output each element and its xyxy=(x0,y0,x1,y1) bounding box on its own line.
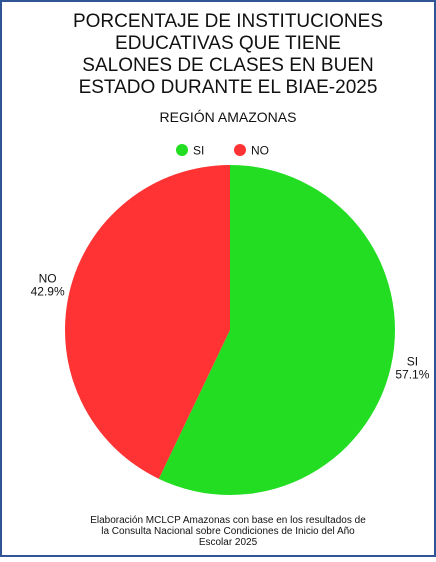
chart-title: PORCENTAJE DE INSTITUCIONES xyxy=(73,11,383,32)
slice-label: NO xyxy=(39,272,57,286)
chart-note: Elaboración MCLCP Amazonas con base en l… xyxy=(90,515,366,526)
chart-note: la Consulta Nacional sobre Condiciones d… xyxy=(101,526,355,537)
chart-title: EDUCATIVAS QUE TIENE xyxy=(115,33,341,54)
slice-value: 42.9% xyxy=(31,285,65,299)
pie-slice xyxy=(158,165,395,495)
slice-label: SI xyxy=(407,354,418,368)
chart-subtitle: REGIÓN AMAZONAS xyxy=(160,109,297,125)
chart-note: Escolar 2025 xyxy=(199,537,258,548)
legend-swatch xyxy=(176,144,188,156)
chart-title: SALONES DE CLASES EN BUEN xyxy=(82,55,373,76)
slice-value: 57.1% xyxy=(395,367,429,381)
chart-title: ESTADO DURANTE EL BIAE-2025 xyxy=(79,77,378,98)
pie-slice xyxy=(64,165,230,479)
legend-label: NO xyxy=(251,144,269,158)
legend-swatch xyxy=(234,144,246,156)
legend-label: SI xyxy=(193,144,204,158)
